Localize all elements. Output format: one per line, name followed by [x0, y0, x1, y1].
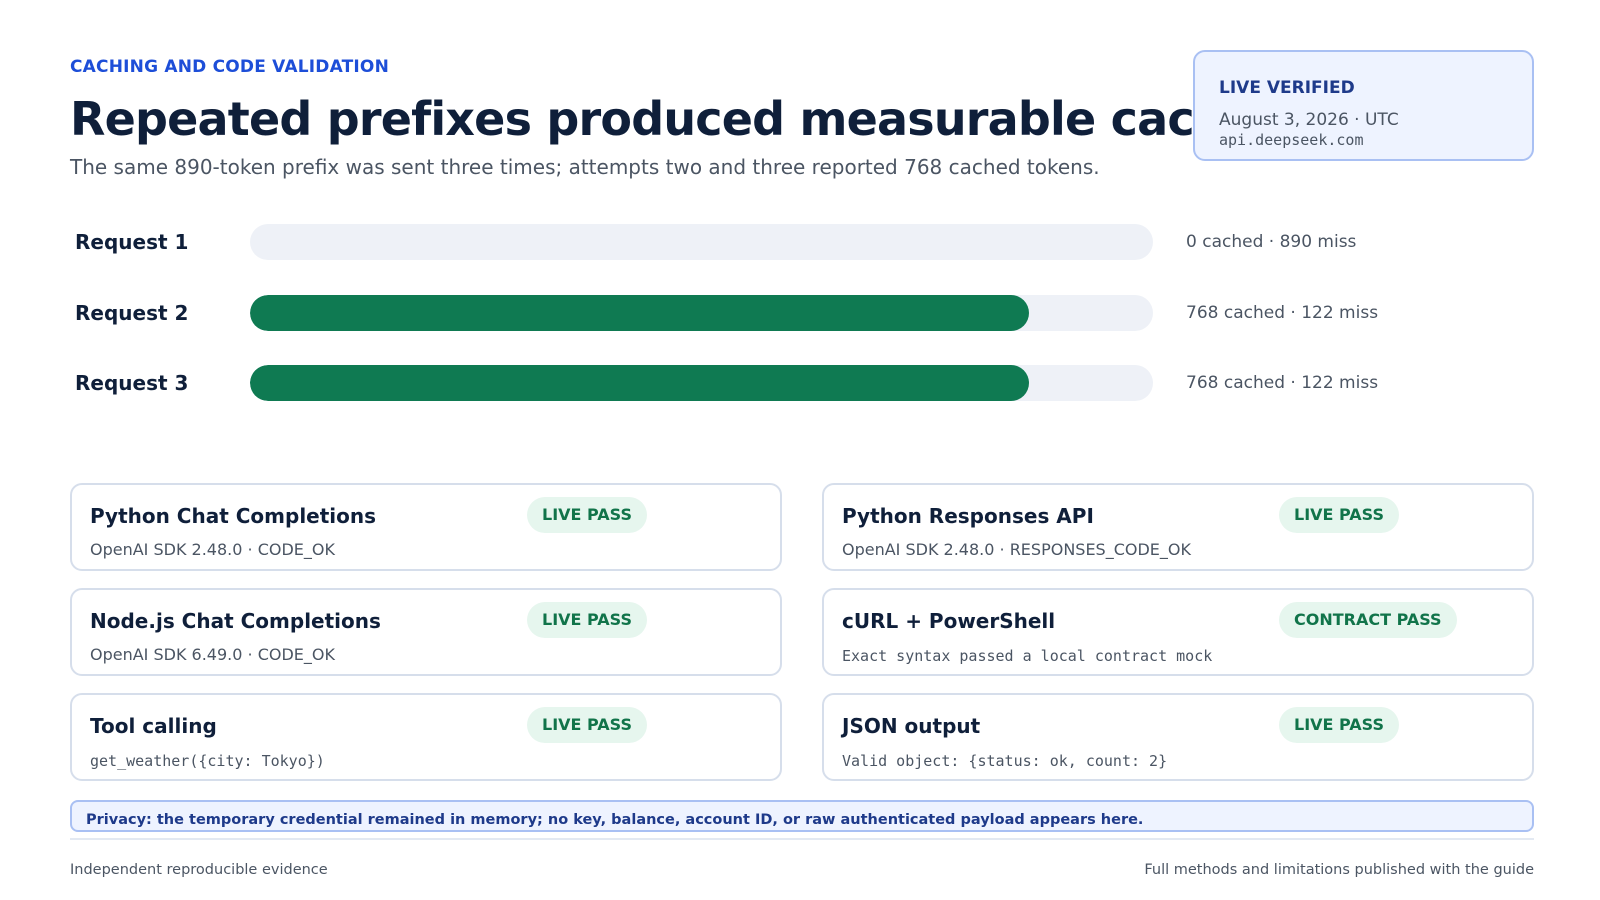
eyebrow-label: CACHING AND CODE VALIDATION: [70, 57, 390, 77]
page-title: Repeated prefixes produced measurable ca…: [70, 92, 1367, 146]
check-detail: Exact syntax passed a local contract moc…: [842, 647, 1213, 665]
check-detail: get_weather({city: Tokyo}): [90, 752, 325, 770]
cache-bar-track: [250, 224, 1153, 260]
check-detail: OpenAI SDK 2.48.0 · RESPONSES_CODE_OK: [842, 540, 1191, 559]
live-verified-badge: LIVE VERIFIED August 3, 2026 · UTC api.d…: [1193, 50, 1534, 161]
request-summary: 0 cached · 890 miss: [1186, 232, 1357, 252]
status-badge: LIVE PASS: [1279, 497, 1399, 533]
footer-divider: [70, 838, 1534, 840]
request-row-3: Request 3 768 cached · 122 miss: [75, 363, 1379, 403]
check-card-python-responses: Python Responses API OpenAI SDK 2.48.0 ·…: [822, 483, 1534, 571]
check-card-curl-powershell: cURL + PowerShell Exact syntax passed a …: [822, 588, 1534, 676]
check-title: Node.js Chat Completions: [90, 609, 381, 633]
verified-title: LIVE VERIFIED: [1219, 78, 1355, 98]
cache-bar-fill: [250, 365, 1030, 401]
privacy-note: Privacy: the temporary credential remain…: [70, 800, 1534, 832]
check-card-tool-calling: Tool calling get_weather({city: Tokyo}) …: [70, 693, 782, 781]
check-title: Tool calling: [90, 714, 217, 738]
check-detail: Valid object: {status: ok, count: 2}: [842, 752, 1168, 770]
check-detail: OpenAI SDK 6.49.0 · CODE_OK: [90, 645, 335, 664]
check-card-node-chat: Node.js Chat Completions OpenAI SDK 6.49…: [70, 588, 782, 676]
check-title: Python Responses API: [842, 504, 1094, 528]
check-card-json-output: JSON output Valid object: {status: ok, c…: [822, 693, 1534, 781]
verified-date: August 3, 2026 · UTC: [1219, 110, 1399, 130]
cache-bar-track: [250, 365, 1153, 401]
check-title: Python Chat Completions: [90, 504, 377, 528]
status-badge: LIVE PASS: [1279, 707, 1399, 743]
request-label: Request 2: [75, 301, 189, 325]
footer-left-text: Independent reproducible evidence: [70, 862, 328, 878]
status-badge: LIVE PASS: [527, 497, 647, 533]
request-label: Request 1: [75, 230, 189, 254]
request-summary: 768 cached · 122 miss: [1186, 373, 1379, 393]
verified-host: api.deepseek.com: [1219, 131, 1364, 149]
cache-bar-fill: [250, 295, 1030, 331]
request-label: Request 3: [75, 371, 189, 395]
status-badge: LIVE PASS: [527, 707, 647, 743]
request-row-1: Request 1 0 cached · 890 miss: [75, 222, 1375, 262]
footer-right-text: Full methods and limitations published w…: [1144, 862, 1534, 878]
page-subtitle: The same 890-token prefix was sent three…: [70, 155, 1100, 179]
status-badge: CONTRACT PASS: [1279, 602, 1457, 638]
check-detail: OpenAI SDK 2.48.0 · CODE_OK: [90, 540, 335, 559]
request-summary: 768 cached · 122 miss: [1186, 303, 1379, 323]
cache-bar-track: [250, 295, 1153, 331]
status-badge: LIVE PASS: [527, 602, 647, 638]
check-title: cURL + PowerShell: [842, 609, 1056, 633]
check-title: JSON output: [842, 714, 981, 738]
request-row-2: Request 2 768 cached · 122 miss: [75, 293, 1379, 333]
check-card-python-chat: Python Chat Completions OpenAI SDK 2.48.…: [70, 483, 782, 571]
